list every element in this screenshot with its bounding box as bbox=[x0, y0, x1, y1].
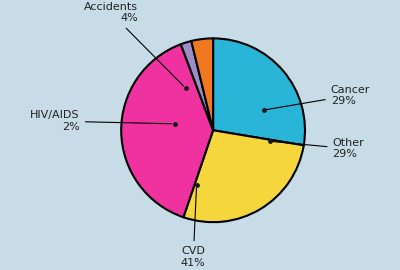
Text: Accidents
4%: Accidents 4% bbox=[84, 2, 184, 86]
Text: Cancer
29%: Cancer 29% bbox=[266, 85, 370, 110]
Text: CVD
41%: CVD 41% bbox=[181, 188, 206, 268]
Text: HIV/AIDS
2%: HIV/AIDS 2% bbox=[30, 110, 172, 132]
Wedge shape bbox=[183, 130, 304, 222]
Text: Other
29%: Other 29% bbox=[273, 138, 364, 160]
Wedge shape bbox=[191, 38, 213, 130]
Wedge shape bbox=[121, 44, 213, 217]
Wedge shape bbox=[181, 41, 213, 130]
Wedge shape bbox=[213, 38, 305, 145]
